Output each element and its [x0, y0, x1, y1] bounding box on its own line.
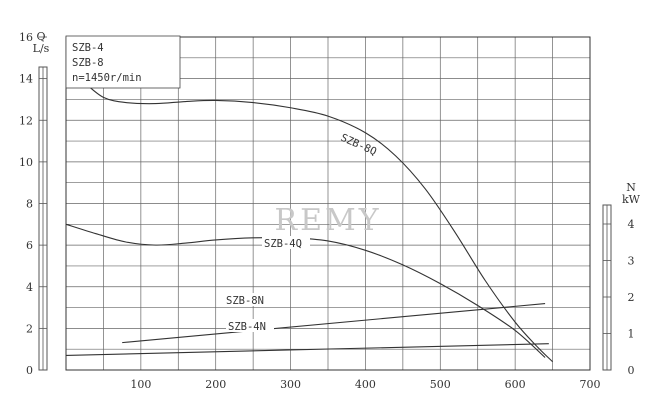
legend-line-1: SZB-4 [72, 42, 104, 54]
y-left-tick-label: 0 [26, 364, 33, 377]
curve-label-szb-4q: SZB-4Q [262, 236, 310, 250]
series-line-szb-8q [84, 82, 553, 363]
y-left-tick-label: 8 [26, 198, 33, 211]
curve-label-szb-8n: SZB-8N [224, 293, 272, 307]
y-left-tick-label: 2 [26, 322, 33, 335]
y-right-axis-unit: kW [622, 193, 641, 206]
y-left-tick-label: 12 [19, 114, 33, 127]
y-right-axis-symbol: N [626, 181, 636, 194]
y-left-tick-label: 6 [26, 239, 33, 252]
watermark: REMY [274, 203, 381, 238]
plot-border [65, 36, 591, 371]
curve-label-szb-8n-text: SZB-8N [226, 295, 264, 307]
x-tick-label: 200 [205, 378, 226, 391]
legend-line-2: SZB-8 [72, 57, 104, 69]
y-right-tick-label: 1 [628, 328, 635, 341]
series-line-szb-4n [65, 343, 549, 356]
series-line-szb-8n [122, 303, 546, 344]
x-tick-label: 700 [580, 378, 601, 391]
y-left-tick-label: 14 [19, 73, 33, 86]
y-right-tick-label: 4 [628, 218, 635, 231]
y-right-tick-label: 2 [628, 291, 635, 304]
x-tick-label: 300 [280, 378, 301, 391]
curve-label-szb-8q: SZB-8Q [339, 132, 379, 158]
y-right-tick-label: 3 [628, 255, 635, 268]
curve-label-szb-4n-text: SZB-4N [228, 321, 266, 333]
x-tick-label: 400 [355, 378, 376, 391]
x-tick-label: 100 [130, 378, 151, 391]
legend-box [65, 35, 181, 89]
y-left-tick-label: 16 [19, 31, 33, 44]
x-tick-label: 600 [505, 378, 526, 391]
curve-label-szb-4n: SZB-4N [226, 319, 274, 333]
legend-line-3: n=1450r/min [72, 72, 142, 84]
plot-frame [38, 36, 612, 371]
curve-label-szb-4q-text: SZB-4Q [264, 238, 302, 250]
x-tick-label: 500 [430, 378, 451, 391]
curve-label-szb-8q-text: SZB-8Q [339, 132, 379, 158]
y-left-tick-label: 4 [26, 281, 33, 294]
y-left-tick-label: 10 [19, 156, 33, 169]
y-left-axis-symbol: Q [36, 30, 45, 43]
y-right-tick-label: 0 [628, 364, 635, 377]
y-left-axis-unit: L/s [33, 42, 50, 55]
